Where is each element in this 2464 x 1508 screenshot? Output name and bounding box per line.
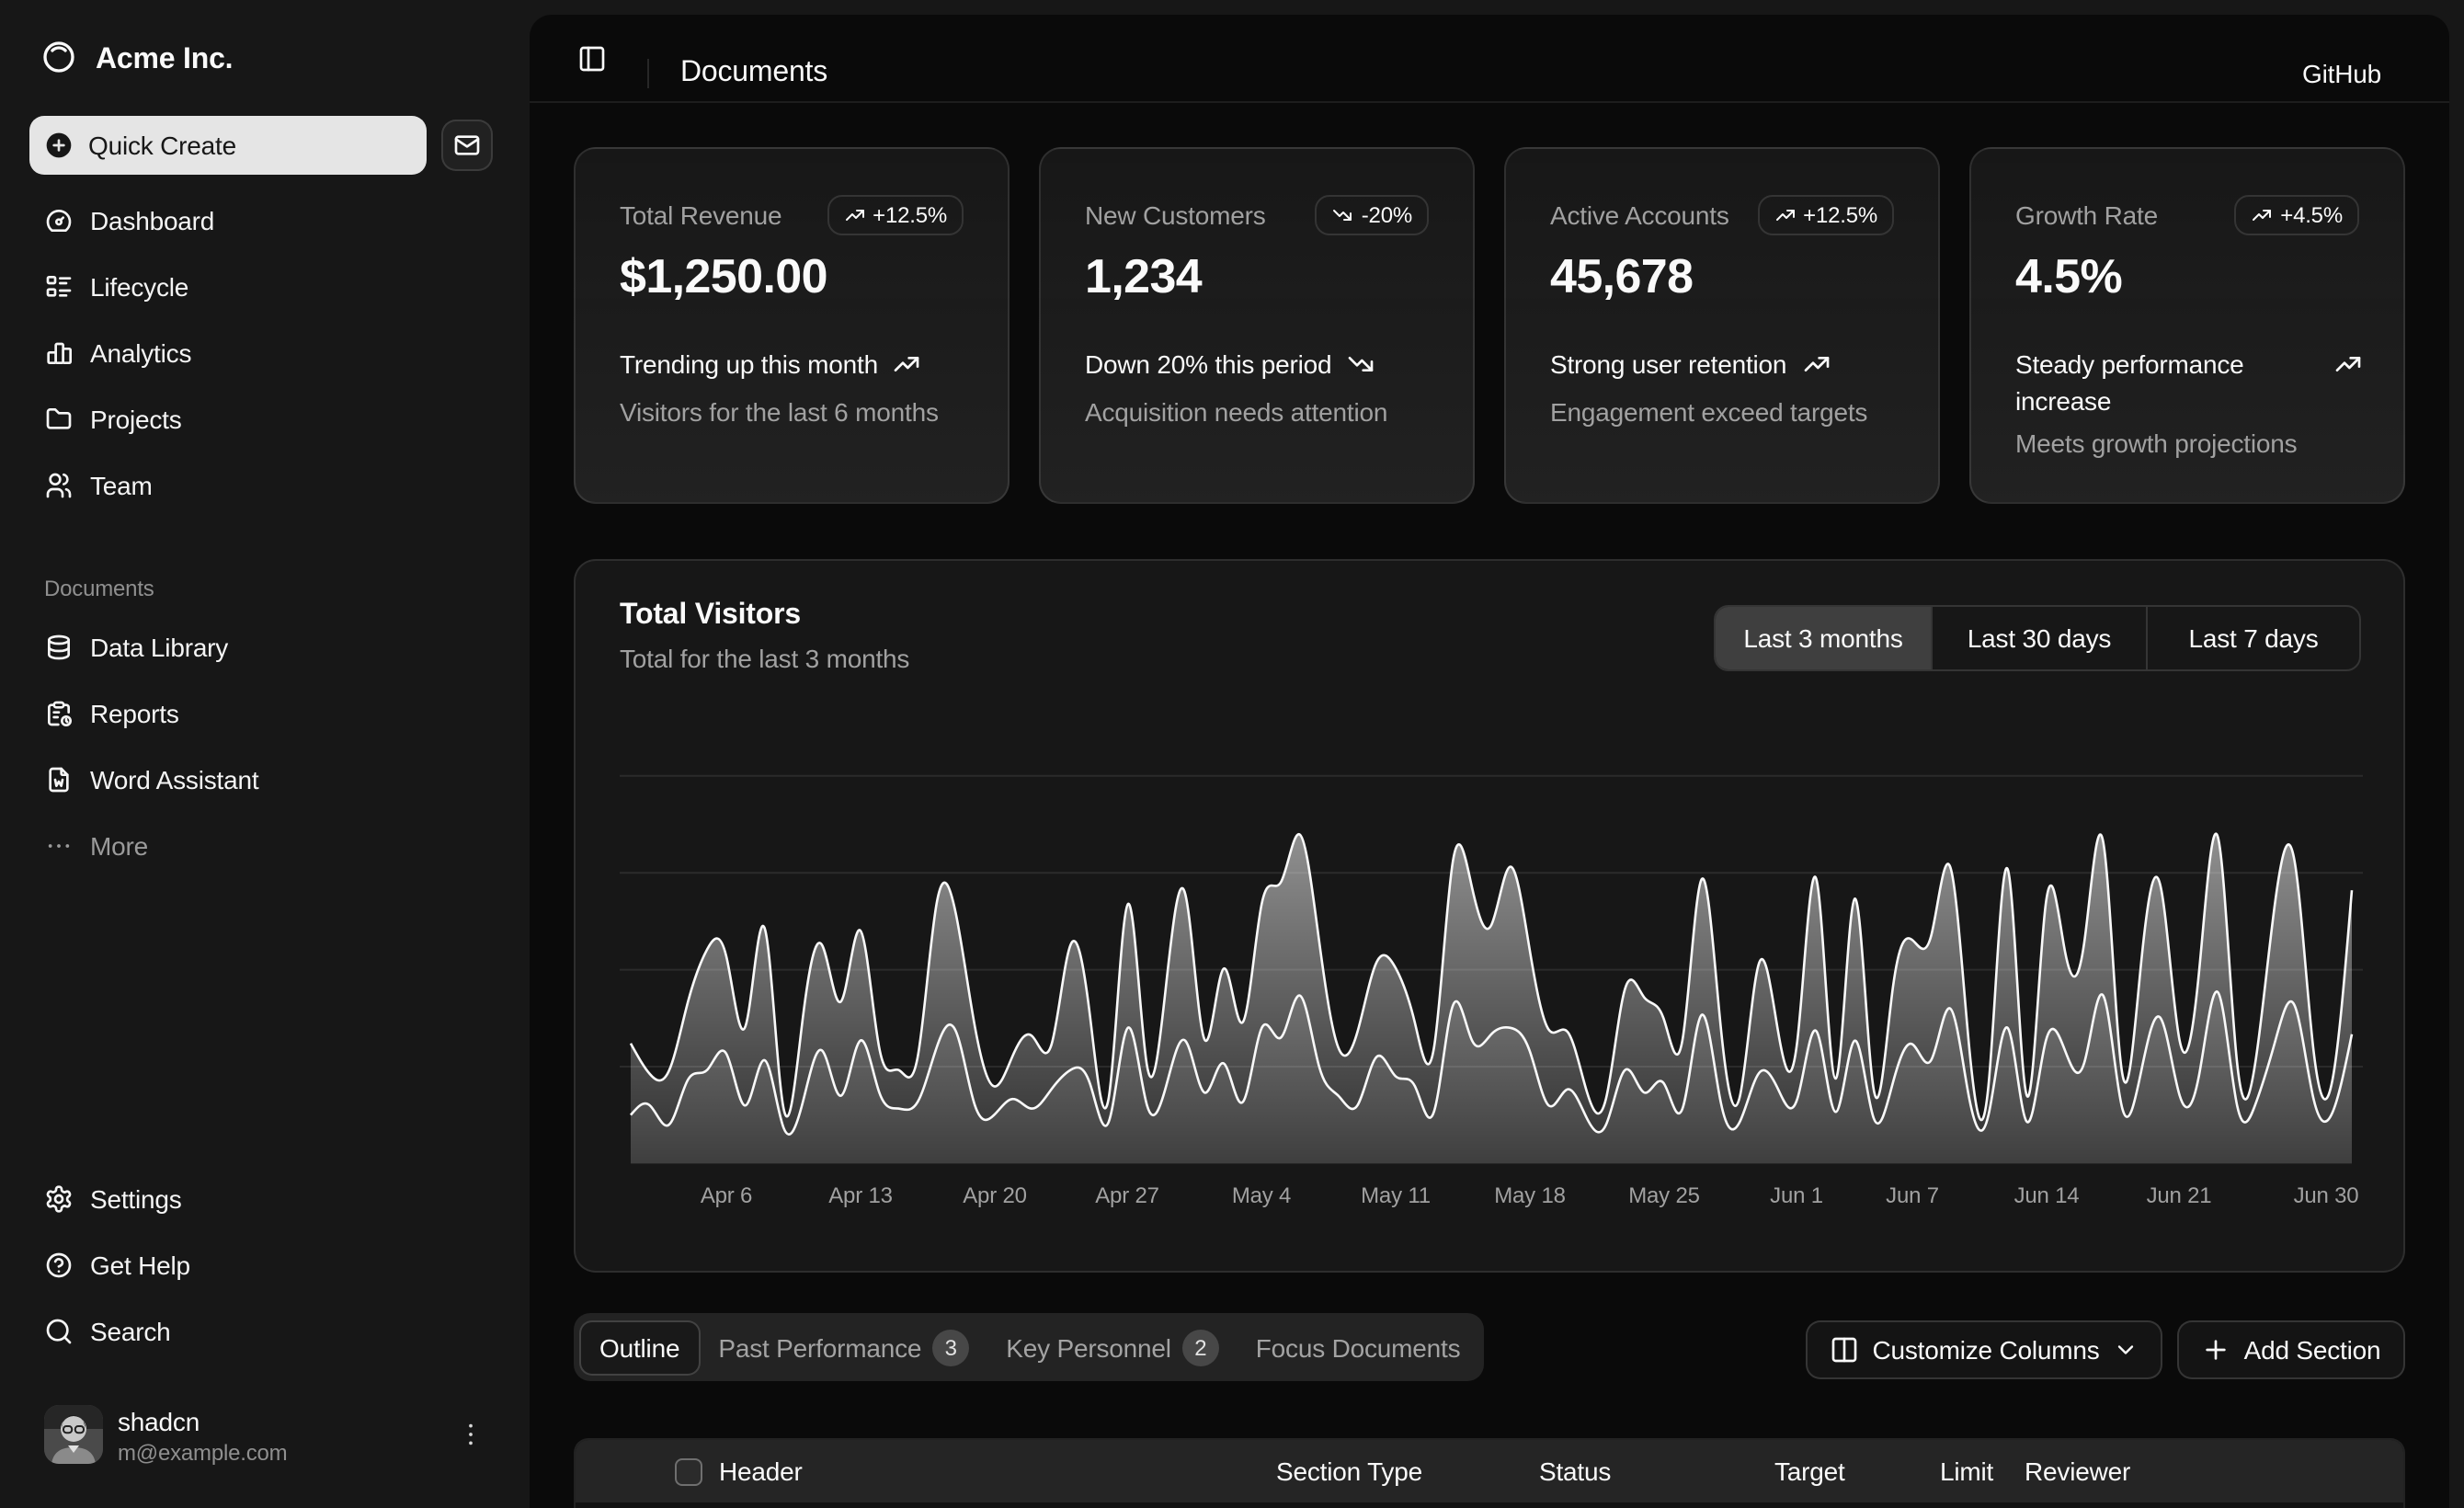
svg-text:Apr 13: Apr 13: [828, 1183, 893, 1208]
svg-text:Apr 20: Apr 20: [963, 1183, 1027, 1208]
svg-text:Jun 14: Jun 14: [2014, 1183, 2080, 1208]
svg-text:May 25: May 25: [1628, 1183, 1700, 1208]
svg-text:Jun 7: Jun 7: [1886, 1183, 1939, 1208]
svg-text:May 11: May 11: [1361, 1183, 1431, 1208]
svg-text:May 4: May 4: [1232, 1183, 1291, 1208]
svg-text:Jun 30: Jun 30: [2294, 1183, 2359, 1208]
svg-text:May 18: May 18: [1494, 1183, 1566, 1208]
svg-text:Jun 1: Jun 1: [1770, 1183, 1823, 1208]
svg-text:Jun 21: Jun 21: [2147, 1183, 2212, 1208]
svg-text:Apr 6: Apr 6: [701, 1183, 752, 1208]
svg-text:Apr 27: Apr 27: [1095, 1183, 1159, 1208]
